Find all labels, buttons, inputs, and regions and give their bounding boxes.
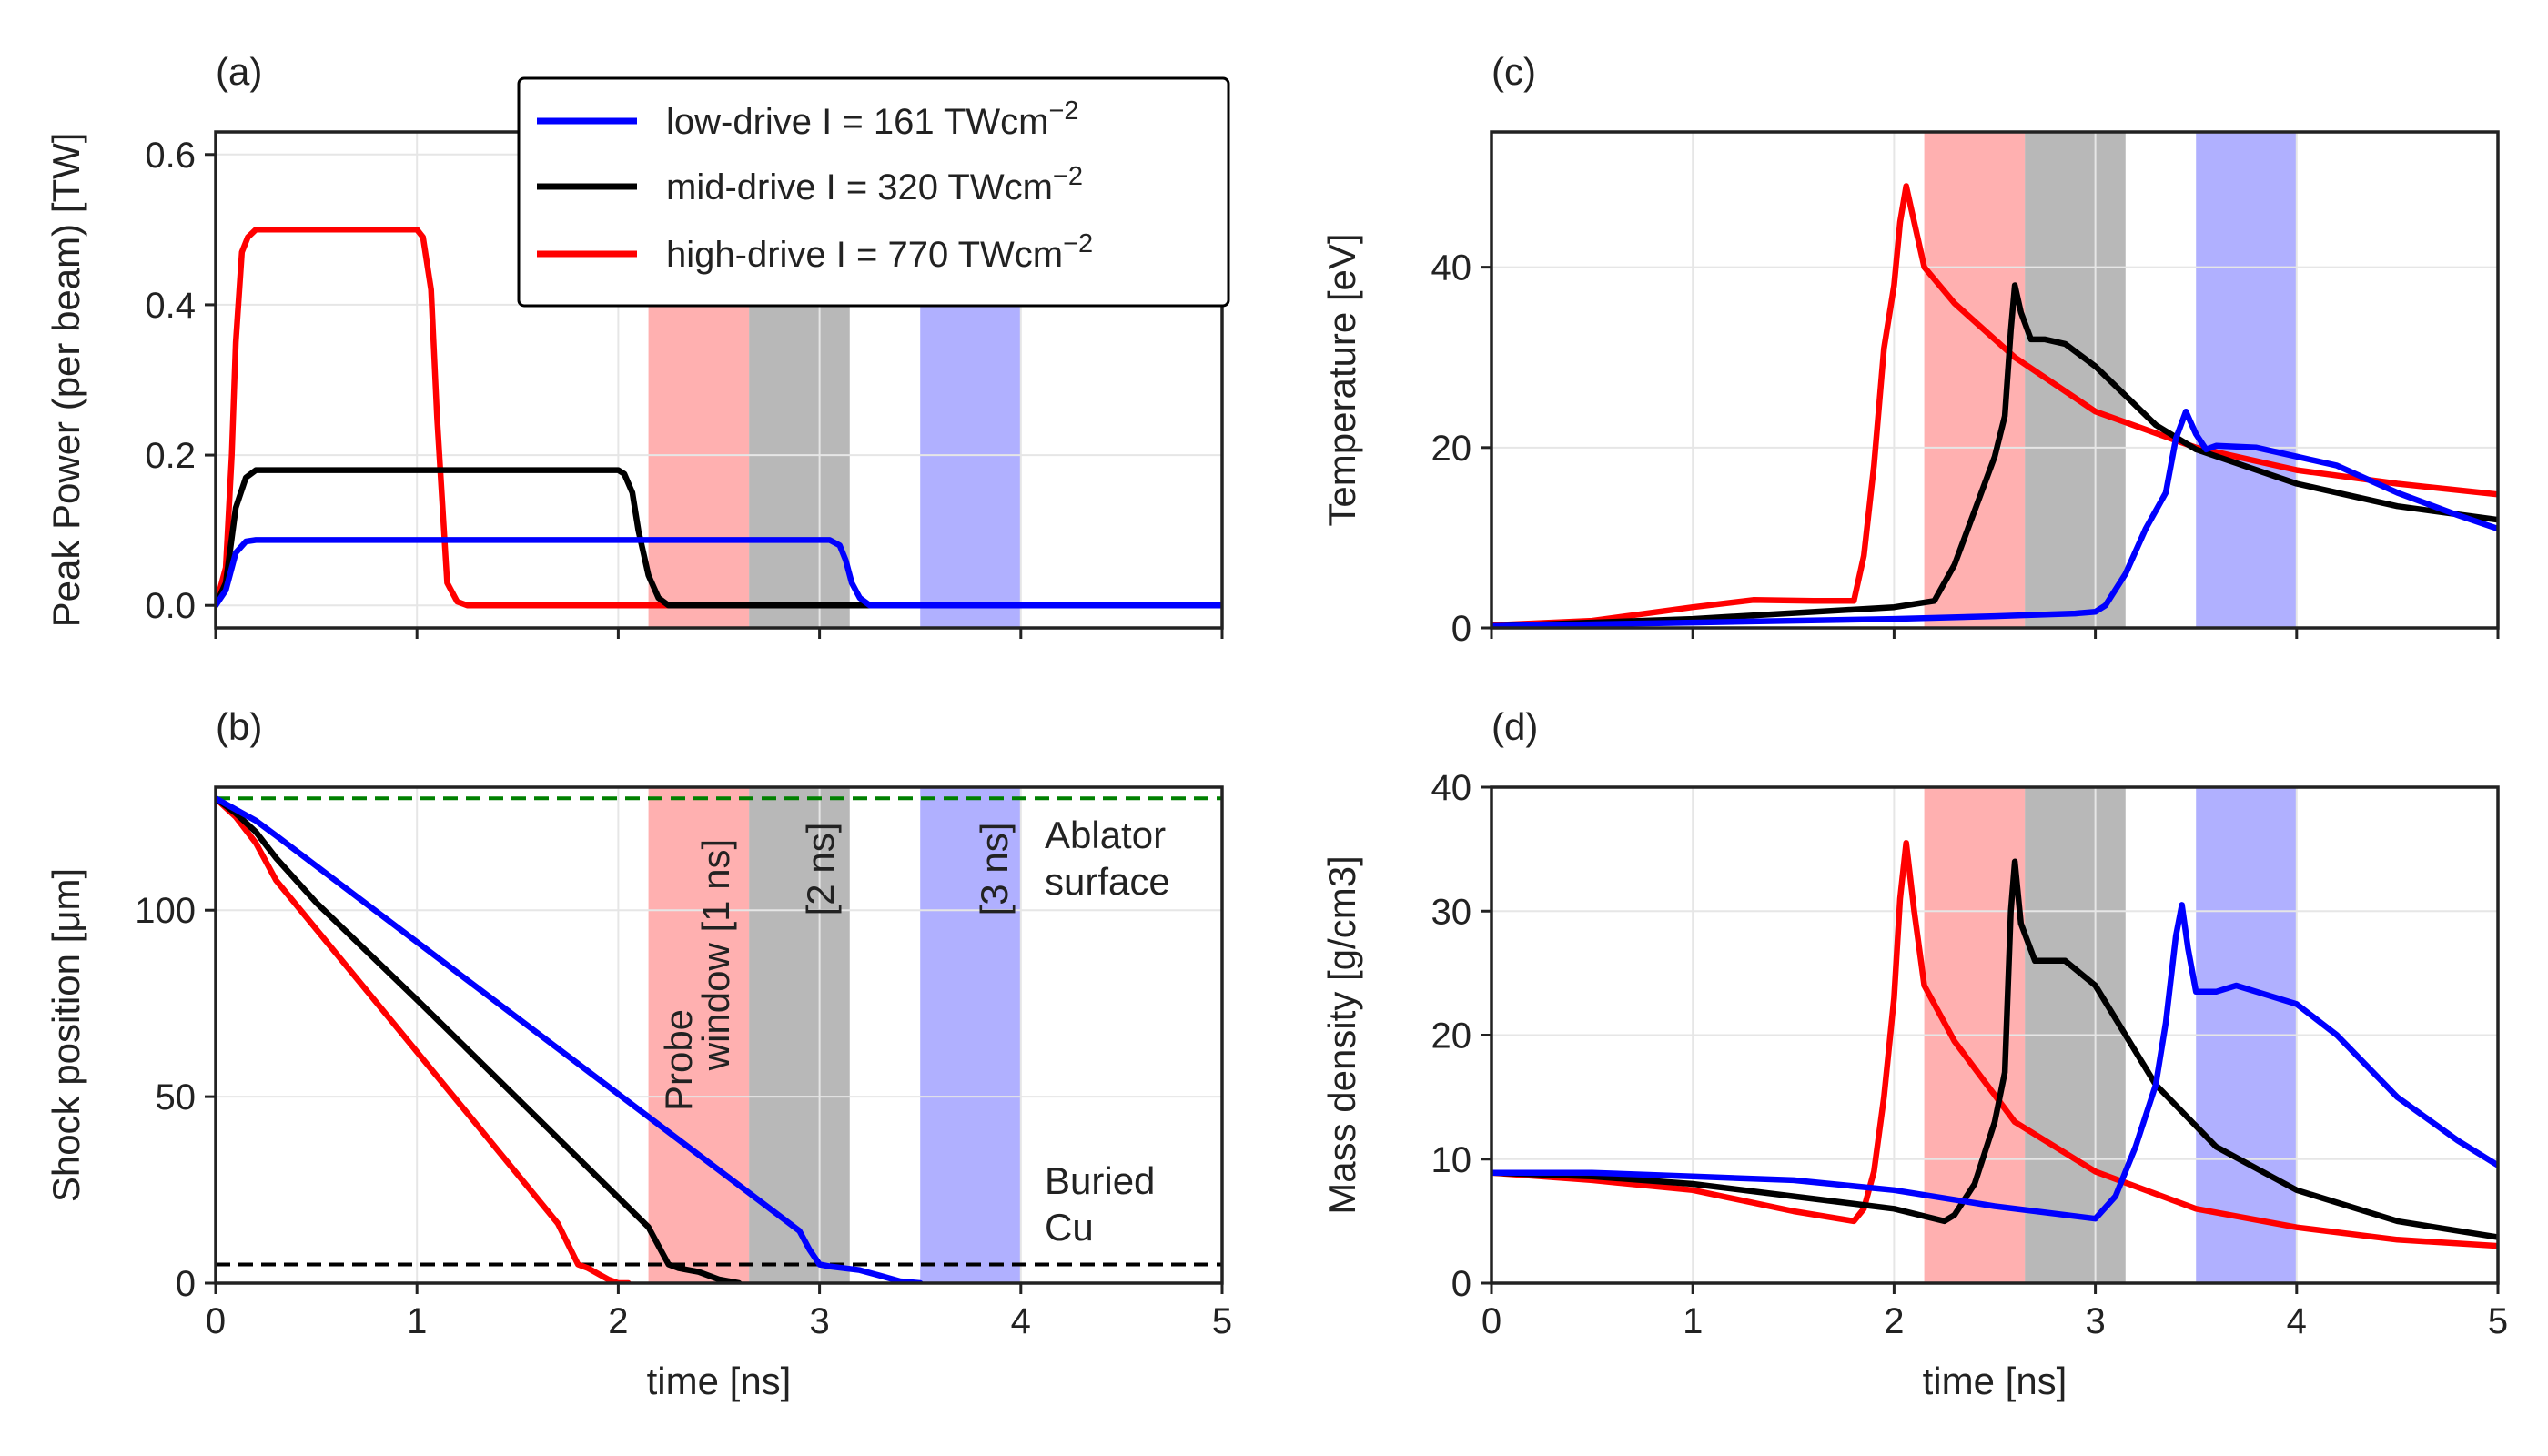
y-tick-label: 0.2 bbox=[145, 436, 196, 476]
y-tick-label: 40 bbox=[1431, 248, 1472, 288]
series-group bbox=[216, 227, 1222, 609]
y-tick-label: 0 bbox=[176, 1264, 196, 1304]
y-tick-label: 20 bbox=[1431, 1016, 1472, 1057]
legend: low-drive I = 161 TWcm−2 mid-drive I = 32… bbox=[517, 76, 1230, 308]
buried-cu-label-line2: Cu bbox=[1045, 1206, 1094, 1249]
legend-label-high: high-drive I = 770 TWcm−2 bbox=[666, 229, 1093, 275]
legend-label-mid: mid-drive I = 320 TWcm−2 bbox=[666, 162, 1083, 207]
x-tick-label: 0 bbox=[206, 1301, 226, 1341]
y-tick-label: 0 bbox=[1451, 1264, 1471, 1304]
series-line-mid-drive bbox=[216, 467, 1222, 609]
series-line-high-drive bbox=[1491, 183, 2498, 628]
x-tick-label: 3 bbox=[2085, 1301, 2105, 1341]
x-tick-label: 1 bbox=[407, 1301, 427, 1341]
series-group bbox=[1491, 183, 2498, 628]
x-tick-label: 5 bbox=[2488, 1301, 2508, 1341]
series-group bbox=[216, 795, 924, 1283]
series-line-low-drive bbox=[1491, 408, 2498, 628]
window-3ns-label: [3 ns] bbox=[973, 823, 1016, 916]
series-group bbox=[1491, 840, 2498, 1249]
series-line-high-drive bbox=[216, 795, 632, 1283]
series-line-low-drive bbox=[216, 795, 924, 1283]
panel-label: (a) bbox=[216, 50, 262, 93]
probe-band-grey bbox=[749, 787, 850, 1283]
probe-band-red bbox=[648, 787, 750, 1283]
series-line-mid-drive bbox=[1491, 282, 2498, 628]
panel-d-mass-density: 0 1 2 3 4 5 0 10 20 30 40 time [ns] Mass density [g/… bbox=[1320, 705, 2508, 1402]
x-tick-label: 0 bbox=[1481, 1301, 1502, 1341]
x-tick-label: 5 bbox=[1212, 1301, 1232, 1341]
y-tick-label: 0.0 bbox=[145, 586, 196, 626]
x-tick-label: 3 bbox=[809, 1301, 829, 1341]
series-line-high-drive bbox=[216, 227, 1222, 609]
y-axis-label: Shock position [μm] bbox=[45, 868, 87, 1202]
y-tick-label: 10 bbox=[1431, 1140, 1472, 1180]
x-axis-label: time [ns] bbox=[1923, 1360, 2068, 1402]
y-axis-label: Temperature [eV] bbox=[1320, 233, 1363, 526]
y-axis-label: Peak Power (per beam) [TW] bbox=[45, 133, 87, 628]
panel-label: (b) bbox=[216, 705, 262, 748]
panel-c-temperature: 0 20 40 Temperature [eV] (c) bbox=[1320, 50, 2500, 649]
annotations-panel-b: Probe window [1 ns] [2 ns] [3 ns] Ablato… bbox=[657, 814, 1170, 1249]
x-tick-label: 4 bbox=[1011, 1301, 1031, 1341]
x-tick-label: 2 bbox=[1884, 1301, 1904, 1341]
ablator-surface-label-line1: Ablator bbox=[1045, 814, 1166, 856]
series-line-mid-drive bbox=[216, 795, 743, 1283]
window-2ns-label: [2 ns] bbox=[799, 823, 842, 916]
y-tick-label: 100 bbox=[135, 891, 196, 931]
series-line-low-drive bbox=[216, 537, 1222, 609]
x-axis-label: time [ns] bbox=[647, 1360, 792, 1402]
probe-band-blue bbox=[2196, 132, 2297, 628]
y-tick-label: 50 bbox=[156, 1077, 197, 1117]
probe-band-blue bbox=[920, 787, 1021, 1283]
x-tick-label: 1 bbox=[1683, 1301, 1703, 1341]
y-axis-label: Mass density [g/cm3] bbox=[1320, 855, 1363, 1214]
x-tick-label: 4 bbox=[2287, 1301, 2307, 1341]
buried-cu-label-line1: Buried bbox=[1045, 1159, 1155, 1202]
legend-entries: low-drive I = 161 TWcm−2 mid-drive I = 32… bbox=[537, 96, 1093, 275]
axes-frame bbox=[1490, 130, 2500, 630]
y-tick-label: 20 bbox=[1431, 429, 1472, 469]
y-tick-label: 0 bbox=[1451, 609, 1471, 649]
y-tick-label: 0.6 bbox=[145, 136, 196, 176]
series-line-low-drive bbox=[1491, 902, 2498, 1222]
series-line-mid-drive bbox=[1491, 858, 2498, 1240]
x-tick-label: 2 bbox=[608, 1301, 628, 1341]
legend-label-low: low-drive I = 161 TWcm−2 bbox=[666, 96, 1079, 142]
panel-label: (d) bbox=[1491, 705, 1538, 748]
y-tick-label: 40 bbox=[1431, 768, 1472, 808]
ablator-surface-label-line2: surface bbox=[1045, 860, 1170, 903]
probe-window-label-line1: Probe bbox=[657, 1009, 700, 1111]
axes-frame bbox=[214, 785, 1224, 1285]
probe-window-label-line2: window [1 ns] bbox=[694, 839, 737, 1071]
panel-label: (c) bbox=[1491, 50, 1536, 93]
series-line-high-drive bbox=[1491, 840, 2498, 1249]
y-tick-label: 30 bbox=[1431, 892, 1472, 932]
y-tick-label: 0.4 bbox=[145, 286, 196, 326]
legend-frame bbox=[517, 76, 1230, 308]
